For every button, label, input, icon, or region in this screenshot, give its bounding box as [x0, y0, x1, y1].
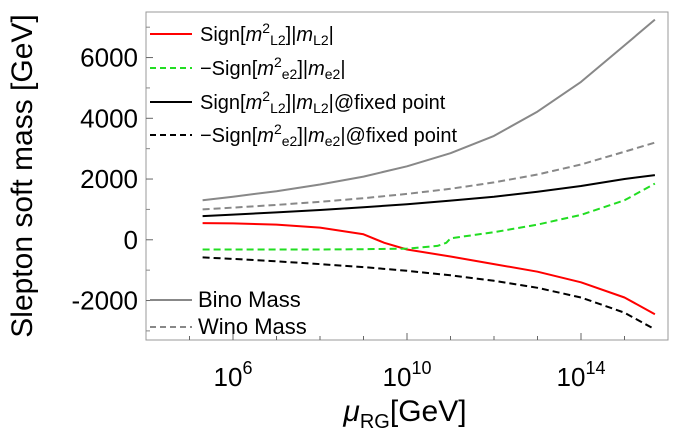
legend-part: ]| [297, 125, 308, 147]
legend-part: | [329, 24, 334, 46]
x-tick-base: 10 [557, 362, 586, 392]
legend-part: m [308, 125, 325, 147]
x-tick-label: 106 [214, 358, 253, 392]
legend-label-3: −Sign[m2e2]|me2|@fixed point [200, 121, 457, 149]
series-line-1 [202, 182, 656, 251]
legend-part: 2 [274, 121, 282, 137]
x-tick-exponent: 6 [242, 358, 252, 378]
legend-part: m [246, 92, 263, 114]
legend-part: e2 [282, 133, 298, 149]
legend-part: m [257, 58, 274, 80]
legend-part: e2 [282, 66, 298, 82]
x-axis-title-symbol: μ [342, 395, 359, 428]
legend-part: −Sign[ [200, 125, 258, 147]
series-line-5 [202, 141, 656, 211]
legend-label-1: −Sign[m2e2]|me2| [200, 54, 346, 82]
legend-part: ]| [297, 58, 308, 80]
legend-part: L2 [313, 100, 329, 116]
legend: Sign[m2L2]|mL2|−Sign[m2e2]|me2|Sign[m2L2… [150, 20, 457, 339]
legend-part: 2 [262, 20, 270, 36]
legend-label-2: Sign[m2L2]|mL2|@fixed point [200, 88, 446, 116]
legend-part: m [296, 24, 313, 46]
legend-part: Sign[ [200, 24, 246, 46]
series-group [202, 18, 656, 331]
legend-part: Sign[ [200, 92, 246, 114]
legend-label-4: Bino Mass [198, 287, 301, 312]
x-tick-base: 10 [214, 362, 243, 392]
legend-part: m [308, 58, 325, 80]
legend-part: @fixed point [334, 92, 446, 114]
x-tick-label: 1010 [383, 358, 432, 392]
legend-part: 2 [262, 88, 270, 104]
x-axis-title: μRG[GeV] [342, 395, 466, 433]
legend-part: L2 [313, 32, 329, 48]
series-line-3 [202, 256, 656, 331]
y-tick-label: 4000 [80, 103, 138, 133]
y-tick-label: -2000 [72, 286, 139, 316]
legend-part: 2 [274, 54, 282, 70]
axis-ticks [146, 26, 625, 340]
legend-part: ]| [286, 24, 297, 46]
legend-part: | [329, 92, 334, 114]
legend-part: L2 [270, 32, 286, 48]
x-tick-exponent: 10 [411, 358, 431, 378]
series-line-2 [202, 174, 656, 218]
legend-part: e2 [325, 66, 341, 82]
x-axis-title-unit: [GeV] [390, 395, 467, 428]
legend-part: | [340, 58, 345, 80]
legend-part: e2 [325, 133, 341, 149]
y-tick-label: 2000 [80, 164, 138, 194]
y-tick-label: 0 [124, 225, 138, 255]
legend-part: m [257, 125, 274, 147]
legend-part: −Sign[ [200, 58, 258, 80]
legend-part: m [296, 92, 313, 114]
legend-part: ]| [286, 92, 297, 114]
legend-part: L2 [270, 100, 286, 116]
y-axis-title: Slepton soft mass [GeV] [6, 14, 39, 337]
x-tick-label: 1014 [557, 358, 606, 392]
x-tick-exponent: 14 [585, 358, 605, 378]
legend-label-5: Wino Mass [198, 314, 307, 339]
y-tick-label: 6000 [80, 43, 138, 73]
x-axis-title-sub: RG [360, 411, 390, 433]
legend-part: m [246, 24, 263, 46]
legend-label-0: Sign[m2L2]|mL2| [200, 20, 334, 48]
legend-part: | [340, 125, 345, 147]
legend-part: @fixed point [346, 125, 458, 147]
series-line-4 [202, 18, 656, 202]
x-tick-base: 10 [383, 362, 412, 392]
